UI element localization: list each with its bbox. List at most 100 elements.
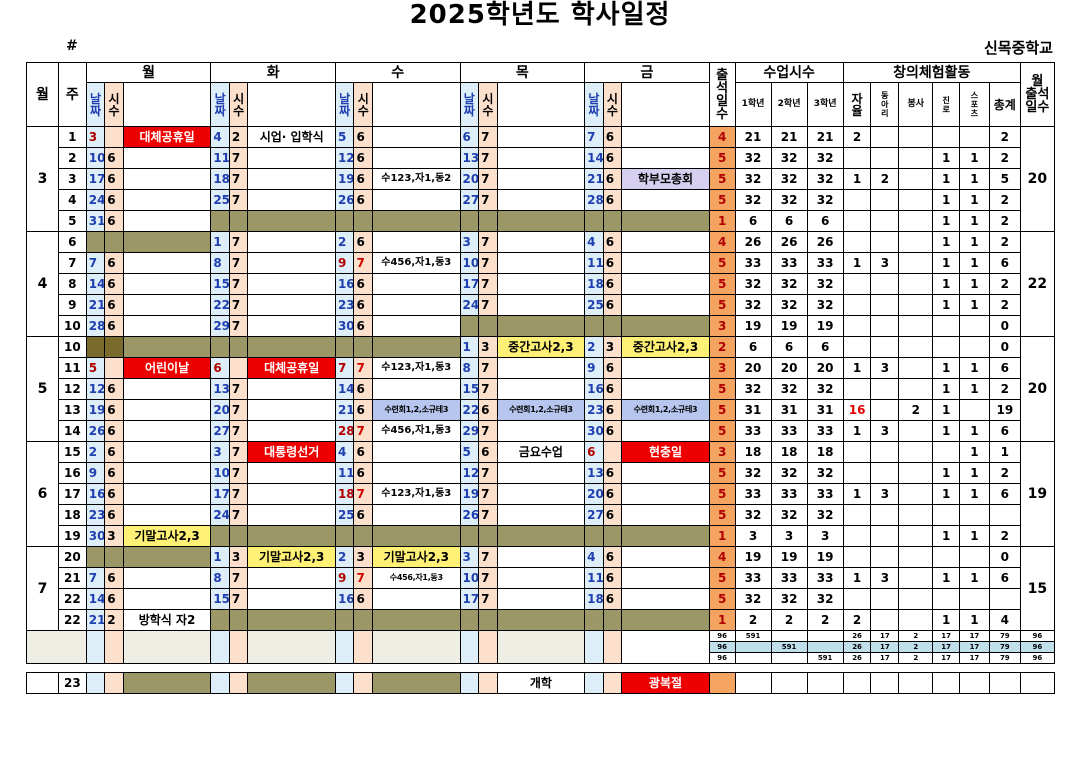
event-cell: 수123,자1,동3 — [372, 357, 461, 379]
activity-cell: 6 — [988, 483, 1021, 505]
date-cell: 24 — [85, 189, 106, 211]
blank-period — [602, 210, 623, 232]
event-cell — [122, 315, 212, 337]
activity-cell: 1 — [932, 420, 961, 442]
attendance-cell: 3 — [708, 441, 736, 463]
activity-cell: 1 — [959, 252, 990, 274]
blank-date — [210, 336, 230, 358]
week-number: 18 — [57, 504, 87, 526]
cut-cell — [870, 672, 900, 694]
table-row: 5 10 1 3 중간고사2,3 2 3 중간고사2,3 2 6 6 6 0 20 — [26, 336, 1056, 442]
blank-date — [334, 525, 355, 547]
blank-period — [228, 609, 249, 631]
activity-cell — [870, 525, 900, 547]
period-cell: 7 — [228, 273, 249, 295]
attendance-cell: 4 — [708, 231, 736, 253]
activity-cell: 1 — [959, 231, 990, 253]
activity-cell: 1 — [932, 378, 961, 400]
period-cell: 7 — [478, 231, 498, 253]
blank-date — [584, 525, 604, 547]
activity-cell — [959, 588, 990, 610]
event-cell — [247, 273, 336, 295]
activity-cell — [870, 546, 900, 568]
school-name: 신목중학교 — [983, 39, 1053, 57]
hours-cell: 19 — [806, 315, 844, 337]
event-cell: 기말고사2,3 — [372, 546, 461, 568]
activity-cell: 1 — [842, 357, 872, 379]
summary-period-blank — [104, 630, 124, 664]
activity-cell: 1 — [932, 462, 961, 484]
event-cell — [247, 672, 336, 694]
date-cell: 14 — [85, 588, 106, 610]
blank-date — [85, 231, 106, 253]
blank-period — [478, 210, 498, 232]
period-cell: 6 — [353, 294, 373, 316]
activity-cell: 1 — [932, 357, 961, 379]
activity-cell — [842, 546, 872, 568]
event-cell — [621, 126, 710, 148]
event-cell — [496, 231, 586, 253]
event-cell: 개학 — [496, 672, 586, 694]
period-cell: 7 — [478, 168, 498, 190]
attendance-cell: 1 — [708, 609, 736, 631]
event-cell — [122, 567, 212, 589]
event-cell — [372, 378, 461, 400]
period-cell: 6 — [353, 588, 373, 610]
header-day-2: 수 — [334, 62, 461, 83]
blank-period — [104, 231, 124, 253]
summary-hours: 591 — [770, 641, 808, 653]
date-cell: 26 — [334, 189, 355, 211]
date-cell: 29 — [459, 420, 480, 442]
date-cell: 15 — [210, 588, 230, 610]
activity-cell — [842, 588, 872, 610]
event-cell: 현충일 — [621, 441, 710, 463]
event-cell — [496, 189, 586, 211]
summary-hours — [806, 641, 844, 653]
activity-cell: 1 — [959, 294, 990, 316]
event-cell — [247, 252, 336, 274]
event-cell: 수456,자1,동3 — [372, 252, 461, 274]
event-cell — [247, 588, 336, 610]
header-day-1: 화 — [210, 62, 336, 83]
activity-cell: 3 — [870, 420, 900, 442]
summary-act: 17 — [870, 652, 900, 664]
activity-cell: 1 — [932, 567, 961, 589]
table-row: 10 28 6 29 7 30 6 3 19 19 19 0 — [27, 315, 1055, 337]
attendance-cell — [708, 672, 736, 694]
date-cell: 27 — [459, 189, 480, 211]
activity-cell: 3 — [870, 357, 900, 379]
activity-cell: 2 — [988, 294, 1021, 316]
hours-cell: 32 — [734, 294, 772, 316]
activity-cell: 16 — [842, 399, 872, 421]
date-cell: 4 — [334, 441, 355, 463]
event-cell — [621, 546, 710, 568]
header-day-0: 월 — [85, 62, 212, 83]
blank-event — [496, 210, 586, 232]
period-cell — [228, 357, 249, 379]
blank-period — [228, 210, 249, 232]
event-cell — [496, 462, 586, 484]
date-cell: 11 — [334, 462, 355, 484]
date-cell: 27 — [584, 504, 604, 526]
activity-cell: 1 — [959, 420, 990, 442]
attendance-cell: 5 — [708, 294, 736, 316]
period-cell: 3 — [228, 546, 249, 568]
date-cell: 10 — [210, 462, 230, 484]
hours-cell: 3 — [734, 525, 772, 547]
date-cell: 3 — [85, 126, 106, 148]
blank-date — [459, 210, 480, 232]
summary-period-blank — [353, 630, 373, 664]
table-row: 3 17 6 18 7 19 6 수123,자1,동2 20 7 21 6 학부모총회 5 32 32 32 1 2… — [27, 168, 1055, 190]
blank-event — [621, 315, 710, 337]
summary-att: 96 — [708, 641, 736, 653]
date-cell: 17 — [459, 273, 480, 295]
date-cell: 5 — [85, 357, 106, 379]
event-cell — [496, 504, 586, 526]
page-title: 2025학년도 학사일정 — [409, 0, 671, 30]
attendance-cell: 1 — [708, 210, 736, 232]
period-cell: 7 — [478, 378, 498, 400]
period-cell: 7 — [228, 462, 249, 484]
event-cell — [372, 189, 461, 211]
activity-cell — [870, 273, 900, 295]
